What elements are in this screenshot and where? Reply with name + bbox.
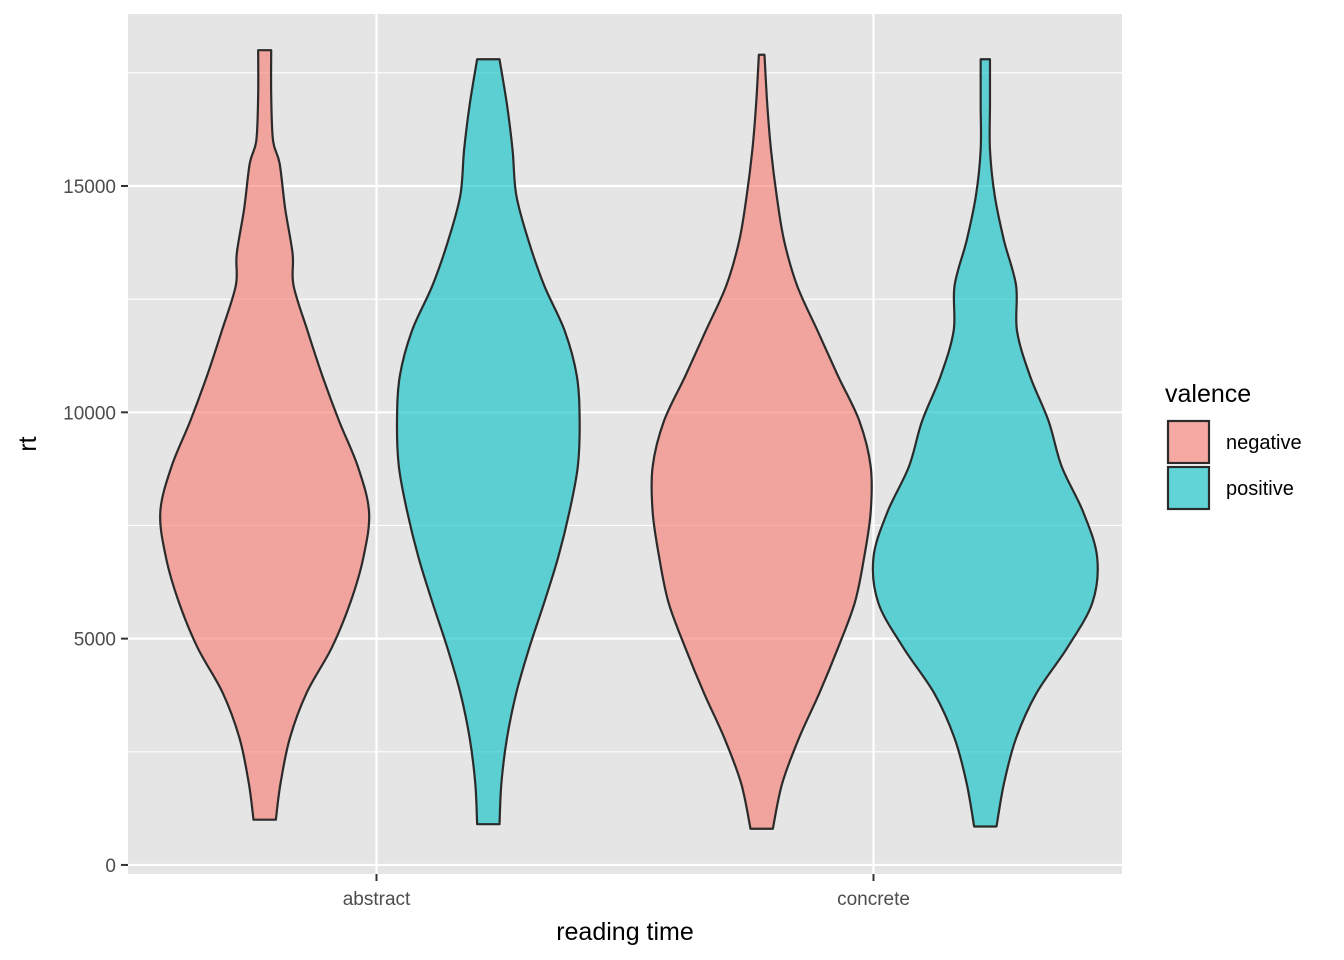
legend: valence negative positive bbox=[1165, 380, 1302, 511]
y-tick-label: 15000 bbox=[63, 177, 116, 198]
legend-title: valence bbox=[1165, 380, 1251, 408]
legend-key-negative bbox=[1166, 419, 1211, 465]
legend-label-positive: positive bbox=[1226, 478, 1294, 500]
x-tick-label: abstract bbox=[343, 889, 411, 910]
legend-label-negative: negative bbox=[1226, 432, 1302, 454]
violin-concrete-negative bbox=[650, 53, 873, 830]
legend-key-positive bbox=[1166, 465, 1211, 511]
x-axis-title: reading time bbox=[556, 918, 694, 946]
y-axis: 0 5000 10000 15000 bbox=[63, 177, 128, 877]
violin-abstract-positive bbox=[395, 58, 581, 826]
violin-concrete-positive bbox=[871, 58, 1099, 828]
y-tick-label: 5000 bbox=[74, 630, 116, 651]
violins bbox=[159, 49, 1099, 830]
legend-entries: negative positive bbox=[1166, 419, 1302, 511]
y-axis-title: rt bbox=[14, 436, 42, 451]
x-axis: abstract concrete bbox=[343, 874, 910, 910]
x-tick-label: concrete bbox=[837, 889, 910, 910]
y-tick-label: 0 bbox=[105, 856, 116, 877]
y-tick-label: 10000 bbox=[63, 403, 116, 424]
violin-abstract-negative bbox=[159, 49, 371, 821]
